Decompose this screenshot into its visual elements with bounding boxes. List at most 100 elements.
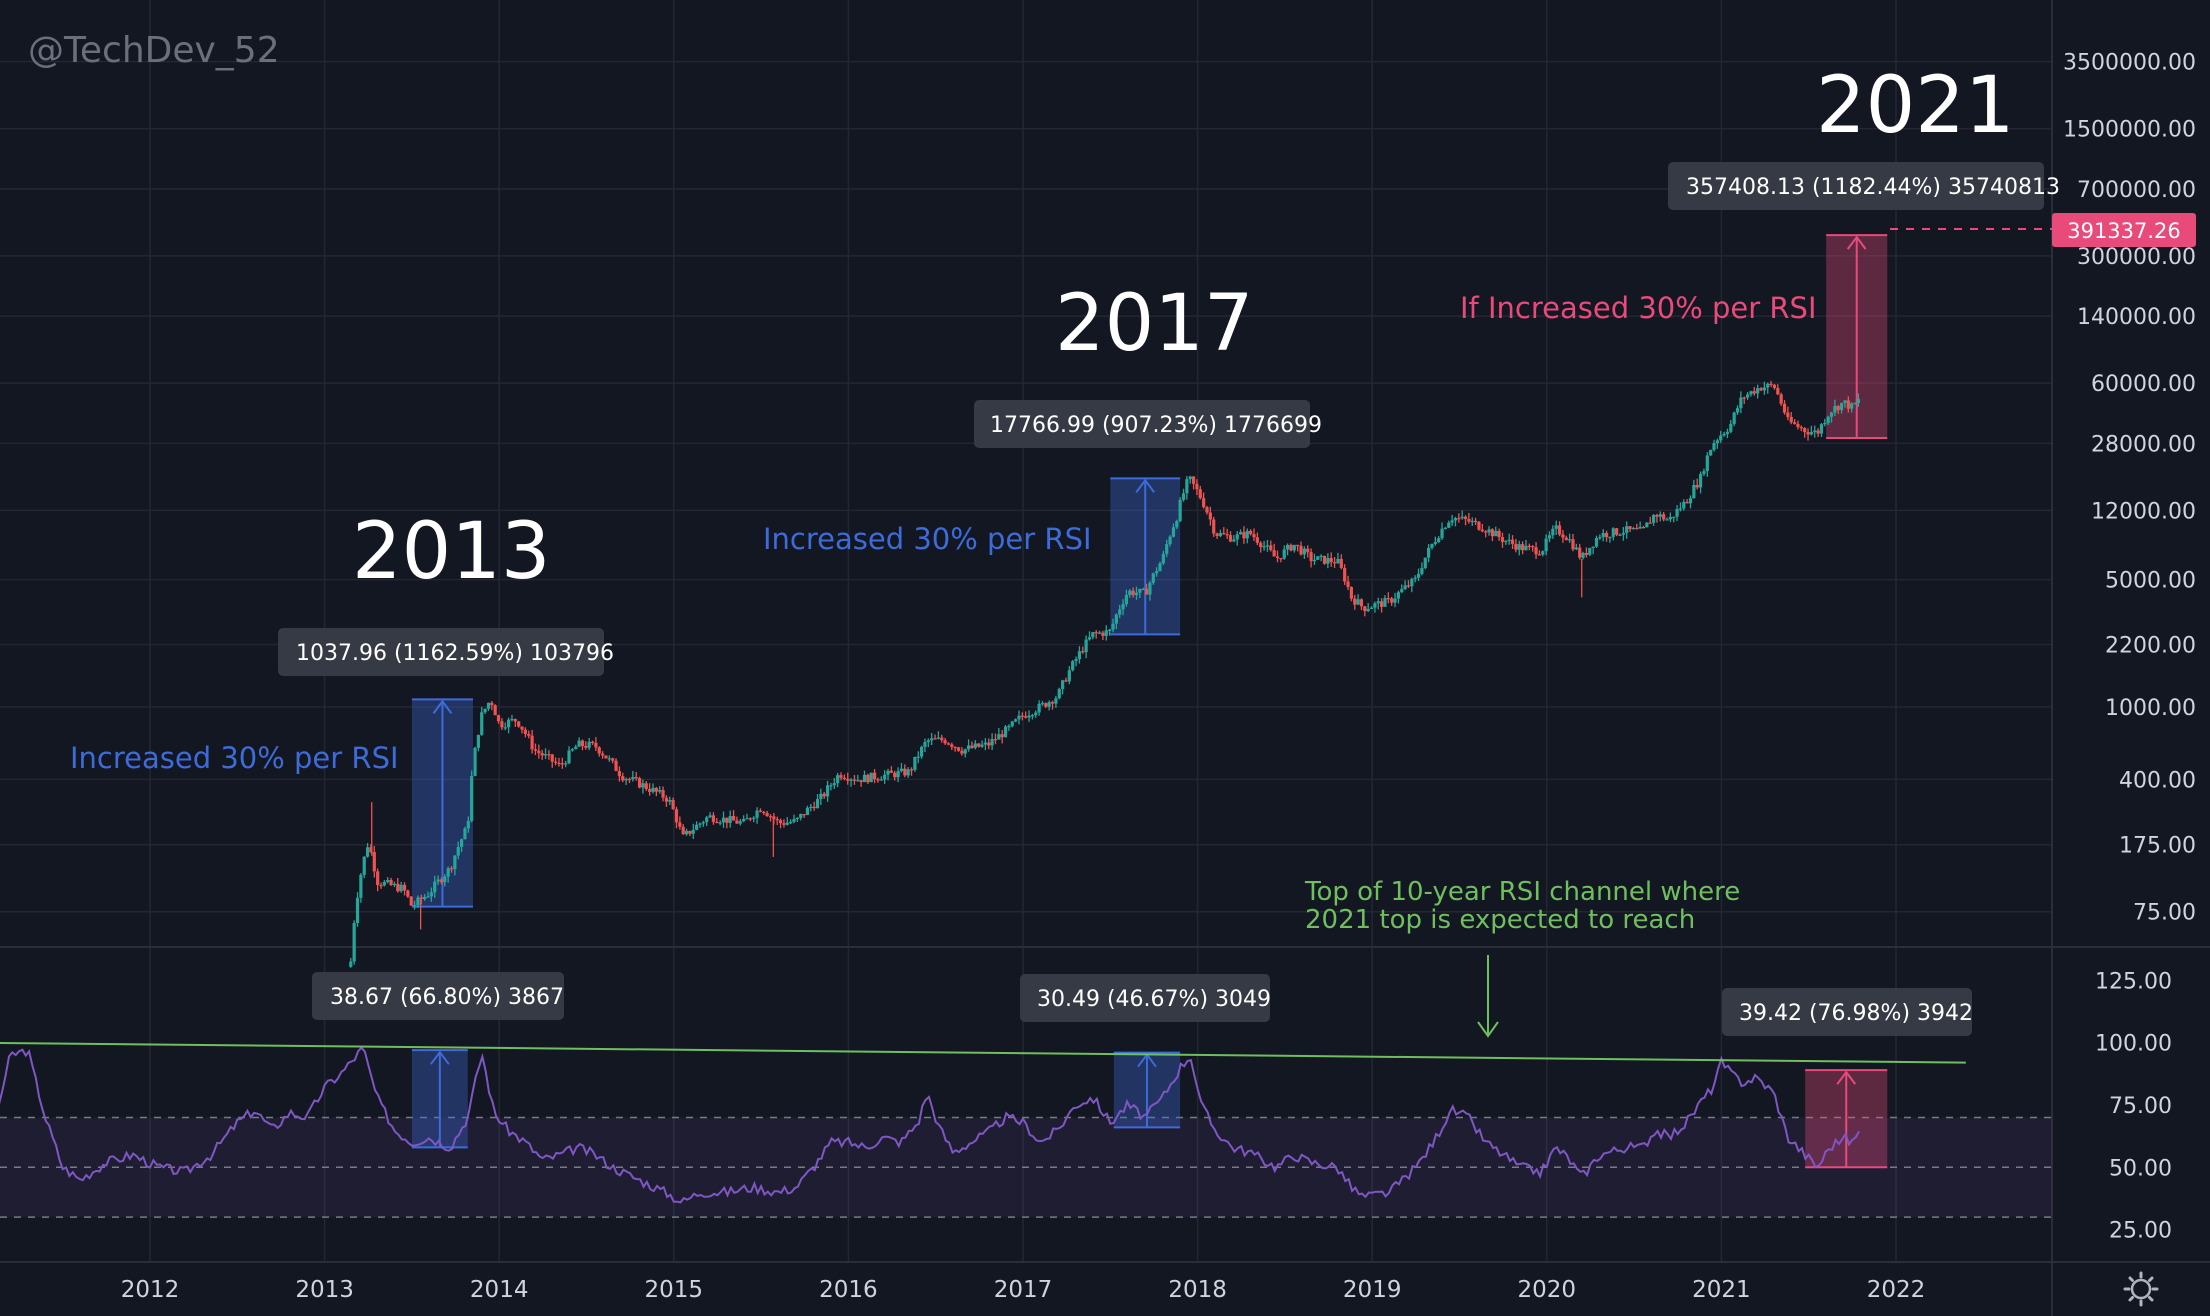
if-increased-label: If Increased 30% per RSI: [1460, 291, 1817, 325]
candle-body: [849, 779, 853, 781]
candle-83: [627, 777, 632, 784]
price-tick-label: 1000.00: [2105, 696, 2196, 721]
candle-198: [1014, 718, 1018, 723]
time-axis[interactable]: 2012 2013 2014 2015 2016 2017 2018 2019 2020 2021…: [121, 1277, 1926, 1303]
candle-379: [1621, 526, 1625, 541]
candle-body: [1833, 405, 1837, 413]
candle-306: [1376, 597, 1380, 610]
candle-214: [1067, 666, 1071, 685]
candle-body: [1235, 534, 1239, 540]
candle-body: [1829, 412, 1834, 417]
candle-body: [446, 868, 450, 877]
candle-78: [611, 757, 615, 764]
candle-body: [1380, 601, 1384, 607]
candle-body: [1427, 547, 1431, 558]
candle-body: [1061, 680, 1065, 690]
candle-425: [1776, 384, 1780, 396]
candle-body: [372, 852, 376, 872]
gear-icon[interactable]: [2123, 1271, 2159, 1307]
candle-body: [805, 807, 810, 816]
candle-414: [1739, 391, 1743, 414]
candle-body: [1356, 599, 1360, 605]
candle-315: [1406, 580, 1411, 588]
candle-416: [1745, 391, 1750, 400]
candle-body: [997, 734, 1001, 740]
candle-257: [1212, 516, 1216, 537]
candle-body: [1138, 588, 1142, 593]
candle-396: [1678, 502, 1683, 512]
candle-415: [1742, 396, 1746, 404]
candle-body: [1510, 539, 1515, 544]
candle-body: [1386, 598, 1390, 600]
candle-335: [1474, 517, 1478, 526]
candle-363: [1568, 533, 1572, 543]
candle-body: [967, 745, 971, 750]
candle-body: [688, 830, 692, 834]
candle-body: [1739, 397, 1743, 409]
candle-366: [1578, 543, 1582, 560]
candle-185: [970, 741, 974, 749]
candle-2: [355, 892, 360, 927]
channel-note-line1: Top of 10-year RSI channel where: [1304, 877, 1740, 907]
candle-body: [1712, 443, 1716, 450]
candle-84: [631, 771, 635, 782]
candle-331: [1460, 510, 1464, 520]
candle-87: [641, 779, 645, 794]
candle-354: [1537, 550, 1542, 556]
rsi-tick-label: 25.00: [2109, 1219, 2172, 1244]
candle-386: [1645, 522, 1649, 528]
candle-79: [614, 758, 618, 772]
candle-7: [372, 846, 376, 878]
candle-282: [1296, 544, 1300, 552]
candle-388: [1651, 514, 1656, 526]
candle-238: [1148, 580, 1152, 601]
candle-95: [668, 796, 672, 805]
candle-body: [1171, 527, 1176, 537]
candle-body: [594, 742, 598, 748]
candle-230: [1121, 599, 1125, 616]
candles: [349, 380, 1860, 968]
measure-box-3: [1826, 234, 1888, 439]
candle-body: [1208, 512, 1212, 520]
candle-199: [1017, 710, 1021, 725]
candle-body: [1732, 412, 1736, 424]
candle-body: [1403, 585, 1407, 590]
candle-body: [953, 746, 957, 749]
candle-182: [960, 747, 964, 756]
candle-body: [530, 735, 534, 750]
price-axis[interactable]: 3500000.00 1500000.00 700000.00 300000.00 14…: [2063, 51, 2196, 926]
candle-304: [1369, 606, 1374, 610]
candle-318: [1416, 568, 1421, 581]
candle-274: [1269, 540, 1273, 552]
candle-body: [933, 738, 937, 740]
candle-body: [1198, 489, 1202, 499]
year-tick-label: 2013: [295, 1277, 354, 1303]
year-tick-label: 2022: [1867, 1277, 1926, 1303]
candle-body: [1373, 603, 1377, 608]
candle-61: [554, 757, 558, 766]
candle-202: [1027, 710, 1031, 722]
candle-body: [1024, 716, 1028, 718]
candle-310: [1390, 596, 1394, 606]
candle-403: [1702, 468, 1706, 476]
rsi-axis[interactable]: 125.00 100.00 75.00 50.00 25.00: [2095, 969, 2172, 1243]
candle-18: [409, 896, 413, 906]
candle-326: [1443, 526, 1447, 530]
candle-418: [1752, 386, 1756, 396]
candle-body: [1507, 539, 1511, 541]
candle-body: [1279, 558, 1283, 560]
candle-body: [1756, 388, 1760, 394]
candle-body: [876, 779, 880, 781]
candle-231: [1124, 589, 1129, 607]
candle-body: [1252, 534, 1256, 538]
candle-263: [1232, 535, 1236, 543]
candle-body: [1813, 430, 1817, 433]
candle-body: [1020, 715, 1024, 717]
candle-body: [1625, 526, 1629, 533]
candle-272: [1262, 540, 1266, 551]
candle-body: [943, 740, 947, 744]
candle-122: [758, 808, 763, 813]
candle-220: [1087, 631, 1092, 641]
candle-body: [1141, 588, 1145, 591]
